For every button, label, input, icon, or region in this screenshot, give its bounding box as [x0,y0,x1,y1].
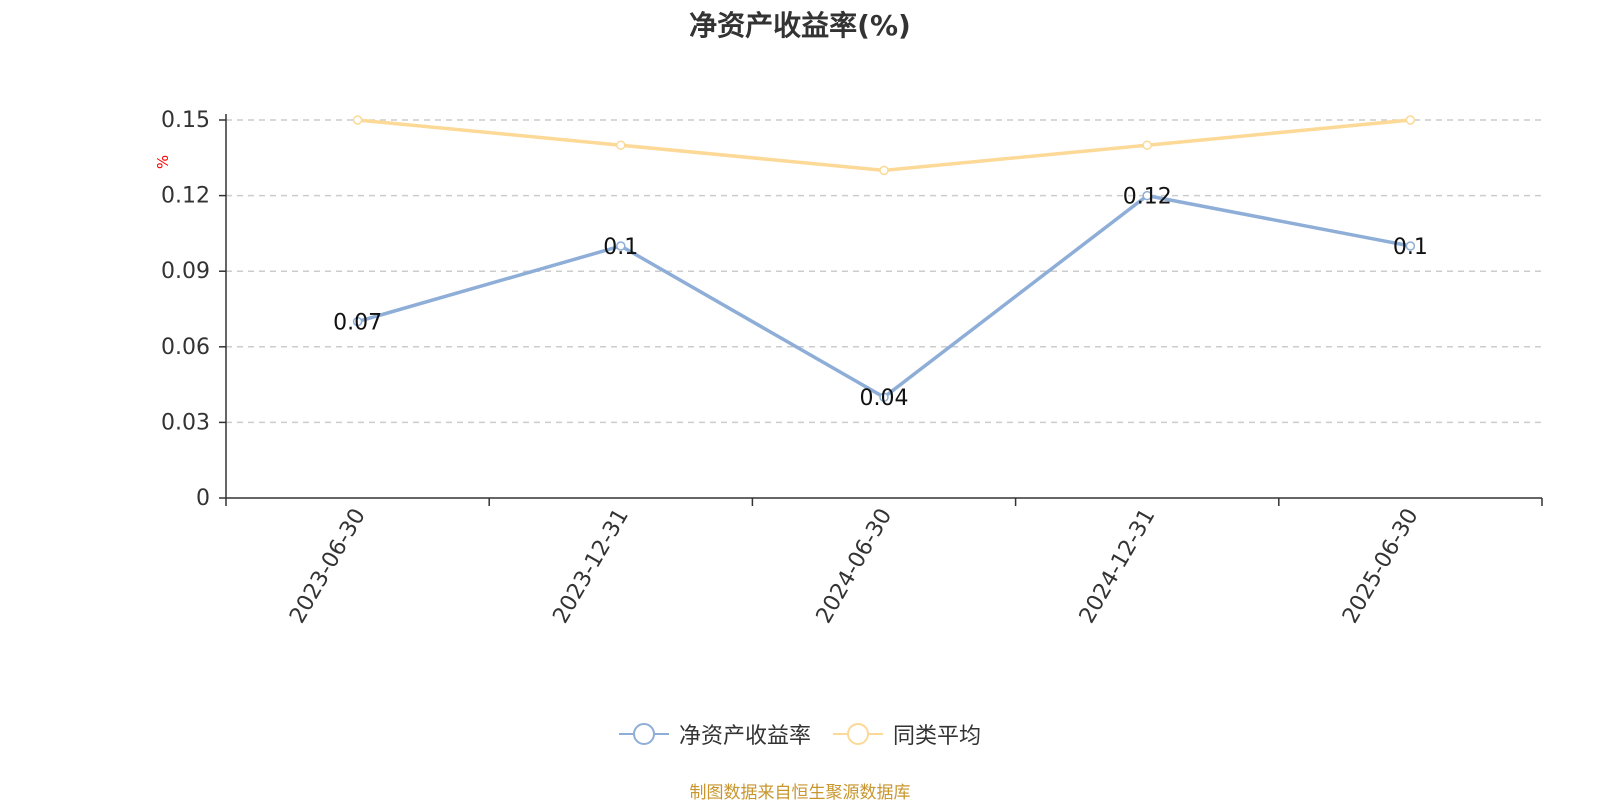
data-point-series-1 [616,241,626,251]
data-point-series-2 [1142,140,1152,150]
series-line-2 [357,118,1411,173]
chart-title: 净资产收益率(%) [689,9,911,42]
y-tick-label: 0.03 [161,410,210,435]
legend-item-series-2[interactable]: 同类平均 [833,718,981,750]
x-tick-label: 2024-12-31 [1075,505,1161,628]
y-axis-unit: % [154,155,172,169]
data-source-note: 制图数据来自恒生聚源数据库 [689,783,911,803]
legend-marker-series-2 [833,723,883,745]
data-point-series-2 [1405,115,1416,125]
data-point-series-1 [1405,241,1416,251]
legend: 净资产收益率 同类平均 [0,718,1600,750]
legend-marker-series-1 [618,723,669,745]
data-label: 0.1 [1393,235,1428,260]
y-tick-label: 0.12 [161,184,210,209]
data-point-series-1 [879,392,889,402]
legend-label-series-2: 同类平均 [893,724,982,749]
y-tick-label: 0.06 [161,335,210,360]
data-labels: 0.07 0.1 0.04 0.12 0.1 [333,185,1428,412]
series-lines [352,115,1416,402]
series-line-1 [357,193,1411,399]
legend-label-series-1: 净资产收益率 [678,724,811,749]
grid-lines [226,119,1542,424]
x-tick-label: 2025-06-30 [1338,505,1424,628]
legend-item-series-1[interactable]: 净资产收益率 [618,718,811,750]
data-label: 0.07 [333,311,382,336]
data-label: 0.04 [860,386,909,411]
data-point-series-1 [1142,190,1152,201]
data-point-series-2 [352,115,363,125]
x-tick-label: 2023-06-30 [285,505,371,628]
y-tick-label: 0.09 [161,259,210,284]
y-tick-label: 0 [196,486,210,511]
x-tick-label: 2023-12-31 [548,505,634,628]
x-tick-label: 2024-06-30 [812,505,898,628]
axes: 0 0.03 0.06 0.09 0.12 0.15% 2023-06-30 2023-12-… [154,108,1543,628]
data-point-series-2 [616,140,626,150]
data-label: 0.1 [603,235,638,260]
y-tick-label: 0.15 [161,108,210,133]
data-point-series-2 [879,165,889,176]
data-point-series-1 [352,316,363,327]
data-label: 0.12 [1123,185,1172,210]
